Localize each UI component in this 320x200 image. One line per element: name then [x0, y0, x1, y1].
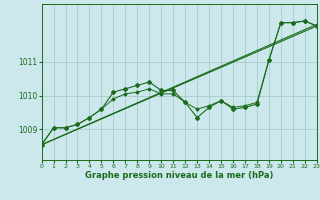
X-axis label: Graphe pression niveau de la mer (hPa): Graphe pression niveau de la mer (hPa) — [85, 171, 273, 180]
